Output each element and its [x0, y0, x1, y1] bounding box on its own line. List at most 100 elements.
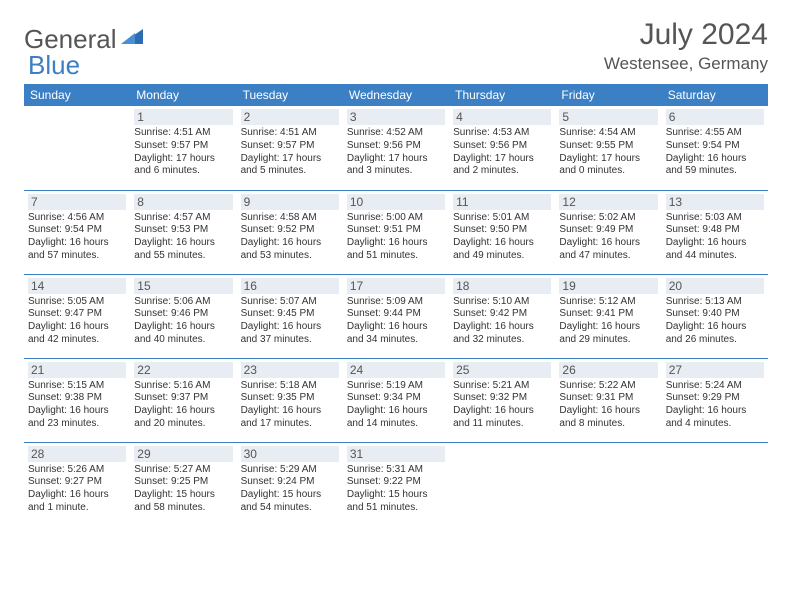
- weekday-header: Wednesday: [343, 84, 449, 106]
- day-details: Sunrise: 5:31 AMSunset: 9:22 PMDaylight:…: [347, 464, 445, 515]
- day-number: 4: [453, 109, 551, 125]
- calendar-cell: 26 Sunrise: 5:22 AMSunset: 9:31 PMDayligh…: [555, 358, 661, 442]
- day-details: Sunrise: 5:27 AMSunset: 9:25 PMDaylight:…: [134, 464, 232, 515]
- title-block: July 2024 Westensee, Germany: [604, 18, 768, 74]
- day-number: 21: [28, 362, 126, 378]
- day-number: 10: [347, 194, 445, 210]
- day-number: 1: [134, 109, 232, 125]
- day-number: 11: [453, 194, 551, 210]
- calendar-cell: 29 Sunrise: 5:27 AMSunset: 9:25 PMDayligh…: [130, 442, 236, 526]
- calendar-cell: 2 Sunrise: 4:51 AMSunset: 9:57 PMDaylight…: [237, 106, 343, 190]
- day-details: Sunrise: 5:29 AMSunset: 9:24 PMDaylight:…: [241, 464, 339, 515]
- calendar-cell: 22 Sunrise: 5:16 AMSunset: 9:37 PMDayligh…: [130, 358, 236, 442]
- day-details: Sunrise: 5:24 AMSunset: 9:29 PMDaylight:…: [666, 380, 764, 431]
- day-number: 15: [134, 278, 232, 294]
- day-details: Sunrise: 5:09 AMSunset: 9:44 PMDaylight:…: [347, 296, 445, 347]
- day-details: Sunrise: 5:07 AMSunset: 9:45 PMDaylight:…: [241, 296, 339, 347]
- calendar-cell: 1 Sunrise: 4:51 AMSunset: 9:57 PMDaylight…: [130, 106, 236, 190]
- calendar-cell: 24 Sunrise: 5:19 AMSunset: 9:34 PMDayligh…: [343, 358, 449, 442]
- calendar-cell: 27 Sunrise: 5:24 AMSunset: 9:29 PMDayligh…: [662, 358, 768, 442]
- day-details: Sunrise: 4:58 AMSunset: 9:52 PMDaylight:…: [241, 212, 339, 263]
- calendar-cell: 11 Sunrise: 5:01 AMSunset: 9:50 PMDayligh…: [449, 190, 555, 274]
- brand-word2: Blue: [28, 50, 80, 81]
- day-details: Sunrise: 5:05 AMSunset: 9:47 PMDaylight:…: [28, 296, 126, 347]
- day-details: Sunrise: 5:03 AMSunset: 9:48 PMDaylight:…: [666, 212, 764, 263]
- day-number: 28: [28, 446, 126, 462]
- calendar-cell: 10 Sunrise: 5:00 AMSunset: 9:51 PMDayligh…: [343, 190, 449, 274]
- calendar-cell: 31 Sunrise: 5:31 AMSunset: 9:22 PMDayligh…: [343, 442, 449, 526]
- day-details: Sunrise: 4:57 AMSunset: 9:53 PMDaylight:…: [134, 212, 232, 263]
- calendar-cell: 21 Sunrise: 5:15 AMSunset: 9:38 PMDayligh…: [24, 358, 130, 442]
- calendar-cell: 20Sunrise: 5:13 AMSunset: 9:40 PMDayligh…: [662, 274, 768, 358]
- day-details: Sunrise: 5:22 AMSunset: 9:31 PMDaylight:…: [559, 380, 657, 431]
- calendar-cell: 28 Sunrise: 5:26 AMSunset: 9:27 PMDayligh…: [24, 442, 130, 526]
- calendar-cell: 3Sunrise: 4:52 AMSunset: 9:56 PMDaylight…: [343, 106, 449, 190]
- day-details: Sunrise: 5:10 AMSunset: 9:42 PMDaylight:…: [453, 296, 551, 347]
- day-number: 25: [453, 362, 551, 378]
- day-details: Sunrise: 5:16 AMSunset: 9:37 PMDaylight:…: [134, 380, 232, 431]
- weekday-header: Saturday: [662, 84, 768, 106]
- day-number: 26: [559, 362, 657, 378]
- calendar-cell: 13 Sunrise: 5:03 AMSunset: 9:48 PMDayligh…: [662, 190, 768, 274]
- calendar-cell: 4Sunrise: 4:53 AMSunset: 9:56 PMDaylight…: [449, 106, 555, 190]
- calendar-cell: 15 Sunrise: 5:06 AMSunset: 9:46 PMDayligh…: [130, 274, 236, 358]
- calendar-row: 28 Sunrise: 5:26 AMSunset: 9:27 PMDayligh…: [24, 442, 768, 526]
- day-number: 24: [347, 362, 445, 378]
- calendar-row: 7 Sunrise: 4:56 AMSunset: 9:54 PMDaylight…: [24, 190, 768, 274]
- calendar-cell: 12Sunrise: 5:02 AMSunset: 9:49 PMDayligh…: [555, 190, 661, 274]
- day-details: Sunrise: 4:51 AMSunset: 9:57 PMDaylight:…: [241, 127, 339, 178]
- day-number: 22: [134, 362, 232, 378]
- weekday-header: Monday: [130, 84, 236, 106]
- day-details: Sunrise: 4:56 AMSunset: 9:54 PMDaylight:…: [28, 212, 126, 263]
- calendar-cell: [24, 106, 130, 190]
- day-number: 8: [134, 194, 232, 210]
- day-number: 5: [559, 109, 657, 125]
- calendar-cell: 14 Sunrise: 5:05 AMSunset: 9:47 PMDayligh…: [24, 274, 130, 358]
- day-details: Sunrise: 5:12 AMSunset: 9:41 PMDaylight:…: [559, 296, 657, 347]
- calendar-cell: 7 Sunrise: 4:56 AMSunset: 9:54 PMDaylight…: [24, 190, 130, 274]
- calendar-row: 14 Sunrise: 5:05 AMSunset: 9:47 PMDayligh…: [24, 274, 768, 358]
- day-number: 6: [666, 109, 764, 125]
- day-details: Sunrise: 5:00 AMSunset: 9:51 PMDaylight:…: [347, 212, 445, 263]
- weekday-header: Sunday: [24, 84, 130, 106]
- calendar-table: Sunday Monday Tuesday Wednesday Thursday…: [24, 84, 768, 526]
- day-number: 29: [134, 446, 232, 462]
- weekday-header: Tuesday: [237, 84, 343, 106]
- day-details: Sunrise: 5:21 AMSunset: 9:32 PMDaylight:…: [453, 380, 551, 431]
- day-details: Sunrise: 4:55 AMSunset: 9:54 PMDaylight:…: [666, 127, 764, 178]
- calendar-cell: 6 Sunrise: 4:55 AMSunset: 9:54 PMDaylight…: [662, 106, 768, 190]
- calendar-body: 1 Sunrise: 4:51 AMSunset: 9:57 PMDaylight…: [24, 106, 768, 526]
- day-details: Sunrise: 5:02 AMSunset: 9:49 PMDaylight:…: [559, 212, 657, 263]
- weekday-header: Thursday: [449, 84, 555, 106]
- calendar-row: 21 Sunrise: 5:15 AMSunset: 9:38 PMDayligh…: [24, 358, 768, 442]
- day-details: Sunrise: 4:51 AMSunset: 9:57 PMDaylight:…: [134, 127, 232, 178]
- day-details: Sunrise: 4:54 AMSunset: 9:55 PMDaylight:…: [559, 127, 657, 178]
- day-number: 9: [241, 194, 339, 210]
- day-number: 27: [666, 362, 764, 378]
- calendar-cell: 18 Sunrise: 5:10 AMSunset: 9:42 PMDayligh…: [449, 274, 555, 358]
- day-number: 30: [241, 446, 339, 462]
- day-number: 31: [347, 446, 445, 462]
- calendar-cell: [449, 442, 555, 526]
- calendar-cell: 5 Sunrise: 4:54 AMSunset: 9:55 PMDaylight…: [555, 106, 661, 190]
- month-title: July 2024: [604, 18, 768, 52]
- calendar-cell: [555, 442, 661, 526]
- day-number: 18: [453, 278, 551, 294]
- day-number: 19: [559, 278, 657, 294]
- calendar-cell: 9 Sunrise: 4:58 AMSunset: 9:52 PMDaylight…: [237, 190, 343, 274]
- calendar-row: 1 Sunrise: 4:51 AMSunset: 9:57 PMDaylight…: [24, 106, 768, 190]
- day-number: 2: [241, 109, 339, 125]
- day-number: 14: [28, 278, 126, 294]
- location-text: Westensee, Germany: [604, 54, 768, 74]
- calendar-cell: [662, 442, 768, 526]
- day-details: Sunrise: 5:19 AMSunset: 9:34 PMDaylight:…: [347, 380, 445, 431]
- day-details: Sunrise: 5:15 AMSunset: 9:38 PMDaylight:…: [28, 380, 126, 431]
- weekday-header-row: Sunday Monday Tuesday Wednesday Thursday…: [24, 84, 768, 106]
- day-number: 13: [666, 194, 764, 210]
- day-details: Sunrise: 5:26 AMSunset: 9:27 PMDaylight:…: [28, 464, 126, 515]
- page-header: General July 2024 Westensee, Germany: [24, 18, 768, 74]
- day-details: Sunrise: 5:06 AMSunset: 9:46 PMDaylight:…: [134, 296, 232, 347]
- day-number: 7: [28, 194, 126, 210]
- day-details: Sunrise: 5:01 AMSunset: 9:50 PMDaylight:…: [453, 212, 551, 263]
- calendar-cell: 17Sunrise: 5:09 AMSunset: 9:44 PMDayligh…: [343, 274, 449, 358]
